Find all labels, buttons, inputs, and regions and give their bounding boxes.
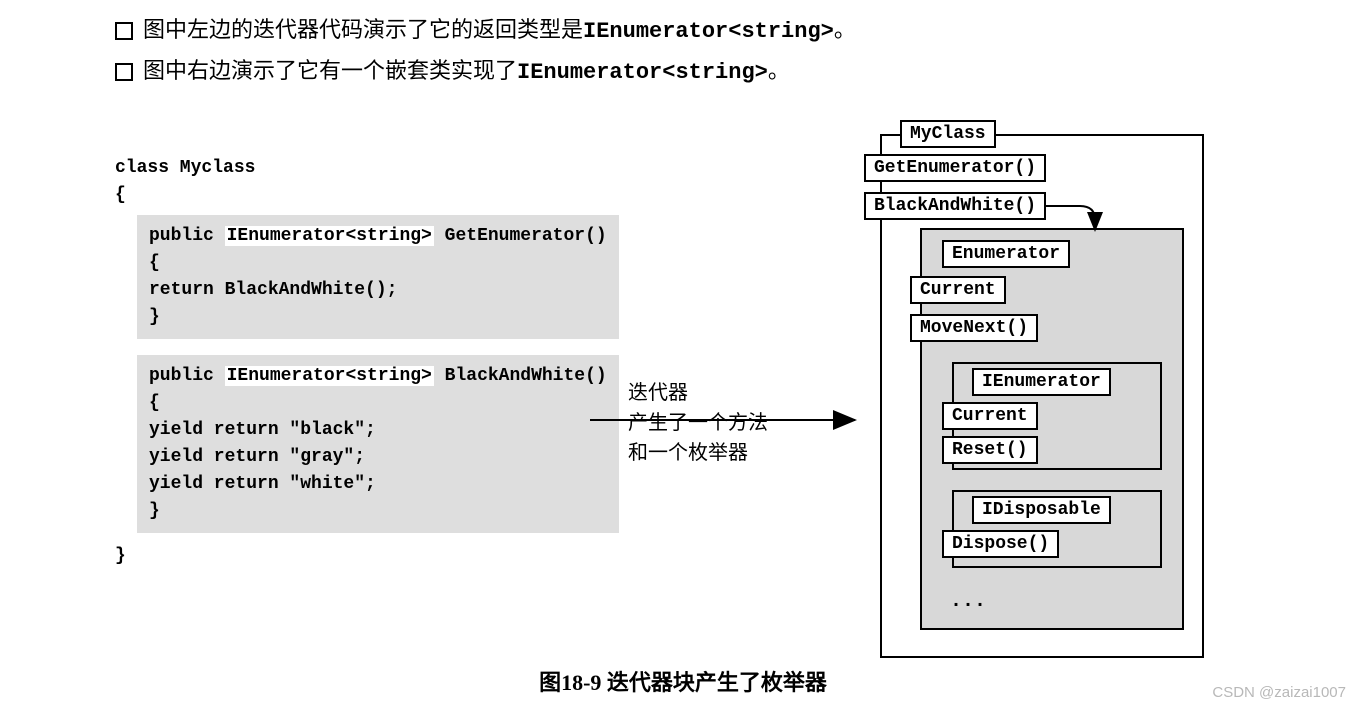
bullet-list: 图中左边的迭代器代码演示了它的返回类型是IEnumerator<string>。… (115, 12, 856, 94)
label-myclass: MyClass (900, 120, 996, 148)
code-b1-l3: return BlackAndWhite(); (149, 277, 607, 304)
label-movenext: MoveNext() (910, 314, 1038, 342)
bullet1-code: IEnumerator<string> (583, 19, 834, 44)
label-reset: Reset() (942, 436, 1038, 464)
arrow-label-line3: 和一个枚举器 (628, 438, 768, 468)
bullet1-text-suffix: 。 (834, 17, 856, 42)
bullet2-text-suffix: 。 (768, 58, 790, 83)
bullet-square-icon (115, 22, 133, 40)
arrow-annotation: 迭代器 产生了一个方法 和一个枚举器 (628, 378, 768, 468)
code-area: class Myclass { public IEnumerator<strin… (115, 155, 619, 570)
code-b2-l5: yield return "white"; (149, 471, 607, 498)
code-b2-l1: public IEnumerator<string> BlackAndWhite… (149, 363, 607, 390)
code-open-brace: { (115, 182, 619, 209)
bullet2-code: IEnumerator<string> (517, 60, 768, 85)
code-b1-l4: } (149, 304, 607, 331)
code-block-1: public IEnumerator<string> GetEnumerator… (137, 215, 619, 339)
label-ienumerator: IEnumerator (972, 368, 1111, 396)
label-dispose: Dispose() (942, 530, 1059, 558)
code-b2-l1c: BlackAndWhite() (434, 366, 607, 386)
arrow-label-line1: 迭代器 (628, 378, 768, 408)
code-b2-l1a: public (149, 366, 225, 386)
code-b2-l2: { (149, 390, 607, 417)
watermark: CSDN @zaizai1007 (1212, 684, 1346, 701)
arrow-label-line2: 产生了一个方法 (628, 408, 768, 438)
code-b1-l1c: GetEnumerator() (434, 226, 607, 246)
code-b2-l3: yield return "black"; (149, 417, 607, 444)
bullet-item-2: 图中右边演示了它有一个嵌套类实现了IEnumerator<string>。 (115, 53, 856, 90)
bullet1-text-prefix: 图中左边的迭代器代码演示了它的返回类型是 (143, 17, 583, 42)
code-b2-l1b: IEnumerator<string> (225, 366, 434, 386)
code-b2-l4: yield return "gray"; (149, 444, 607, 471)
diagram-ellipsis: ... (950, 590, 986, 613)
bullet-item-1: 图中左边的迭代器代码演示了它的返回类型是IEnumerator<string>。 (115, 12, 856, 49)
label-current2: Current (942, 402, 1038, 430)
label-idisposable: IDisposable (972, 496, 1111, 524)
code-b1-l1: public IEnumerator<string> GetEnumerator… (149, 223, 607, 250)
bullet2-text-prefix: 图中右边演示了它有一个嵌套类实现了 (143, 58, 517, 83)
bullet-square-icon (115, 63, 133, 81)
label-enumerator: Enumerator (942, 240, 1070, 268)
code-block-2: public IEnumerator<string> BlackAndWhite… (137, 355, 619, 533)
code-b1-l1b: IEnumerator<string> (225, 226, 434, 246)
code-b2-l6: } (149, 498, 607, 525)
label-getenumerator: GetEnumerator() (864, 154, 1046, 182)
code-b1-l2: { (149, 250, 607, 277)
class-diagram: MyClass GetEnumerator() BlackAndWhite() … (870, 110, 1210, 655)
figure-caption: 图18-9 迭代器块产生了枚举器 (0, 665, 1366, 697)
code-b1-l1a: public (149, 226, 225, 246)
label-current1: Current (910, 276, 1006, 304)
code-class-decl: class Myclass (115, 155, 619, 182)
code-close-brace: } (115, 543, 619, 570)
label-blackandwhite: BlackAndWhite() (864, 192, 1046, 220)
